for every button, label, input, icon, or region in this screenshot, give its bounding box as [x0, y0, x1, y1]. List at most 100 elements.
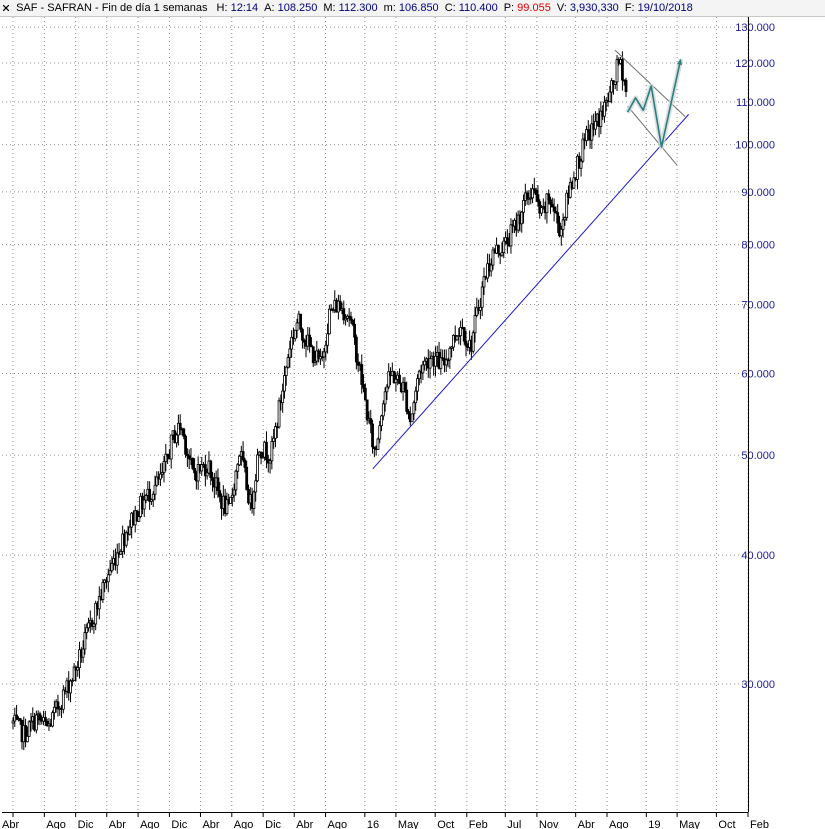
candle-body — [43, 716, 47, 722]
candle-body — [283, 375, 286, 392]
candle-body — [144, 495, 148, 501]
candle-body — [15, 714, 18, 720]
candle-body — [354, 336, 358, 363]
candle-body — [252, 491, 256, 509]
candle-body — [313, 360, 317, 364]
chart-header: SAF - SAFRAN - Fin de día 1 semanas H: 1… — [0, 0, 825, 17]
candle-body — [549, 199, 552, 205]
candle-body — [624, 79, 628, 92]
candle-body — [434, 355, 437, 367]
x-tick-label: Nov — [539, 819, 559, 829]
candle-body — [529, 197, 533, 200]
candle-body — [324, 344, 328, 353]
candle-body — [272, 437, 276, 442]
candle-body — [18, 718, 22, 721]
candle-body — [76, 667, 80, 671]
candle-body — [61, 689, 65, 710]
x-tick-label: Ago — [328, 819, 348, 829]
candle-body — [540, 207, 543, 214]
quote-field-value: 106.850 — [395, 2, 439, 14]
candle-body — [615, 59, 619, 83]
candle-body — [27, 721, 31, 737]
candle-body — [372, 446, 376, 449]
quote-field: V: 3,930,330 — [557, 2, 619, 14]
candle-body — [311, 346, 315, 364]
candle-body — [196, 464, 200, 482]
candle-body — [482, 276, 486, 288]
candle-body — [369, 418, 373, 425]
quote-field: m: 106.850 — [384, 2, 439, 14]
candle-body — [34, 714, 38, 731]
candle-body — [349, 316, 353, 321]
candle-body — [299, 313, 303, 330]
candle-body — [106, 574, 110, 583]
quote-field-value: 108.250 — [274, 2, 318, 14]
candle-body — [150, 499, 153, 502]
candle-body — [11, 720, 15, 724]
candle-body — [414, 390, 418, 404]
candle-body — [547, 193, 551, 201]
candle-body — [473, 315, 477, 334]
close-icon[interactable] — [2, 0, 10, 12]
x-tick-label: Abr — [202, 819, 219, 829]
candle-body — [72, 666, 76, 682]
y-tick-label: 120.000 — [735, 58, 775, 70]
candle-body — [579, 160, 583, 169]
candle-body — [479, 306, 482, 311]
quote-field-key: H: — [216, 2, 228, 14]
candle-body — [187, 455, 191, 460]
candle-body — [110, 563, 114, 572]
candle-body — [29, 720, 33, 723]
candle-body — [164, 453, 168, 462]
candle-body — [51, 712, 54, 727]
candle-body — [353, 323, 356, 338]
candle-body — [394, 379, 398, 384]
candle-body — [92, 623, 96, 627]
candle-body — [439, 357, 443, 369]
quote-field-value: 19/10/2018 — [634, 2, 693, 14]
candle-body — [603, 101, 606, 117]
candle-body — [295, 322, 299, 331]
candle-body — [344, 317, 347, 321]
x-tick-label: May — [398, 819, 419, 829]
candle-body — [230, 494, 234, 498]
candle-body — [281, 390, 285, 404]
candle-body — [259, 451, 263, 459]
candle-body — [203, 464, 207, 477]
quote-field: C: 110.400 — [445, 2, 498, 14]
candle-body — [211, 477, 214, 481]
quote-field-key: M: — [323, 2, 336, 14]
projection-arrowhead — [677, 59, 683, 66]
x-tick-label: Abr — [2, 819, 19, 829]
candle-body — [218, 490, 222, 497]
candle-body — [83, 632, 87, 650]
candle-body — [85, 627, 89, 634]
candle-body — [268, 460, 272, 464]
candle-body — [327, 308, 331, 335]
candle-body — [380, 415, 383, 427]
channel-lower-line — [627, 105, 678, 166]
candle-body — [124, 532, 128, 546]
candle-body — [265, 441, 268, 461]
candle-body — [115, 552, 119, 566]
candle-body — [236, 464, 240, 472]
candle-body — [586, 129, 590, 133]
candle-body — [581, 138, 585, 162]
y-tick-label: 90.000 — [741, 187, 775, 199]
x-tick-label: Abr — [296, 819, 313, 829]
candle-body — [455, 335, 459, 341]
quote-field-key: C: — [444, 2, 456, 14]
y-tick-label: 60.000 — [741, 369, 775, 381]
candle-body — [241, 451, 245, 461]
candle-body — [448, 347, 452, 361]
x-tick-label: Dic — [171, 819, 187, 829]
candle-body — [128, 526, 132, 535]
candle-body — [531, 188, 534, 199]
candle-body — [428, 358, 432, 369]
candle-body — [532, 188, 536, 191]
candle-body — [450, 346, 454, 349]
candle-body — [256, 454, 259, 482]
y-tick-label: 40.000 — [741, 550, 775, 562]
candle-body — [387, 371, 391, 388]
candle-body — [234, 470, 238, 491]
